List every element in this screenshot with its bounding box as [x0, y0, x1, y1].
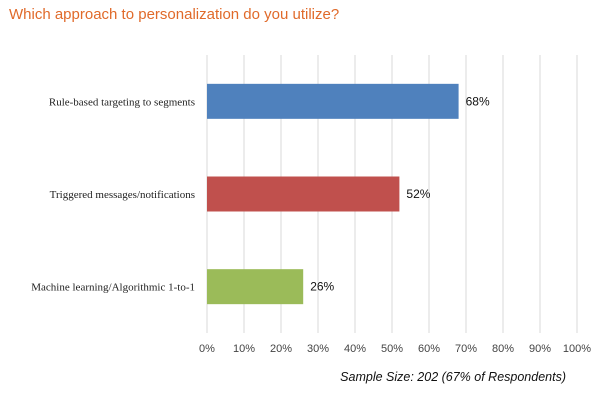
- x-tick-label: 60%: [418, 343, 440, 355]
- bar-1: [207, 83, 459, 119]
- category-label: Rule-based targeting to segments: [49, 96, 195, 108]
- x-tick-label: 20%: [270, 343, 292, 355]
- data-labels: 68% 52% 26%: [310, 94, 490, 293]
- data-label: 52%: [406, 187, 430, 201]
- chart-title: Which approach to personalization do you…: [9, 6, 340, 23]
- x-tick-label: 0%: [199, 343, 215, 355]
- x-tick-label: 50%: [381, 343, 403, 355]
- data-label: 68%: [466, 94, 490, 108]
- category-label: Triggered messages/notifications: [50, 189, 195, 201]
- category-labels: Rule-based targeting to segments Triggere…: [31, 96, 195, 293]
- bars: [207, 83, 459, 305]
- x-tick-label: 100%: [563, 343, 591, 355]
- x-tick-label: 80%: [492, 343, 514, 355]
- x-tick-label: 90%: [529, 343, 551, 355]
- bar-3: [207, 269, 304, 305]
- data-label: 26%: [310, 280, 334, 294]
- x-tick-label: 40%: [344, 343, 366, 355]
- sample-size-note: Sample Size: 202 (67% of Respondents): [340, 370, 566, 384]
- x-tick-labels: 0% 10% 20% 30% 40% 50% 60% 70% 80% 90% 100%: [199, 343, 591, 355]
- bar-2: [207, 176, 400, 212]
- x-tick-label: 30%: [307, 343, 329, 355]
- x-tick-label: 10%: [233, 343, 255, 355]
- category-label: Machine learning/Algorithmic 1-to-1: [31, 282, 195, 294]
- x-tick-label: 70%: [455, 343, 477, 355]
